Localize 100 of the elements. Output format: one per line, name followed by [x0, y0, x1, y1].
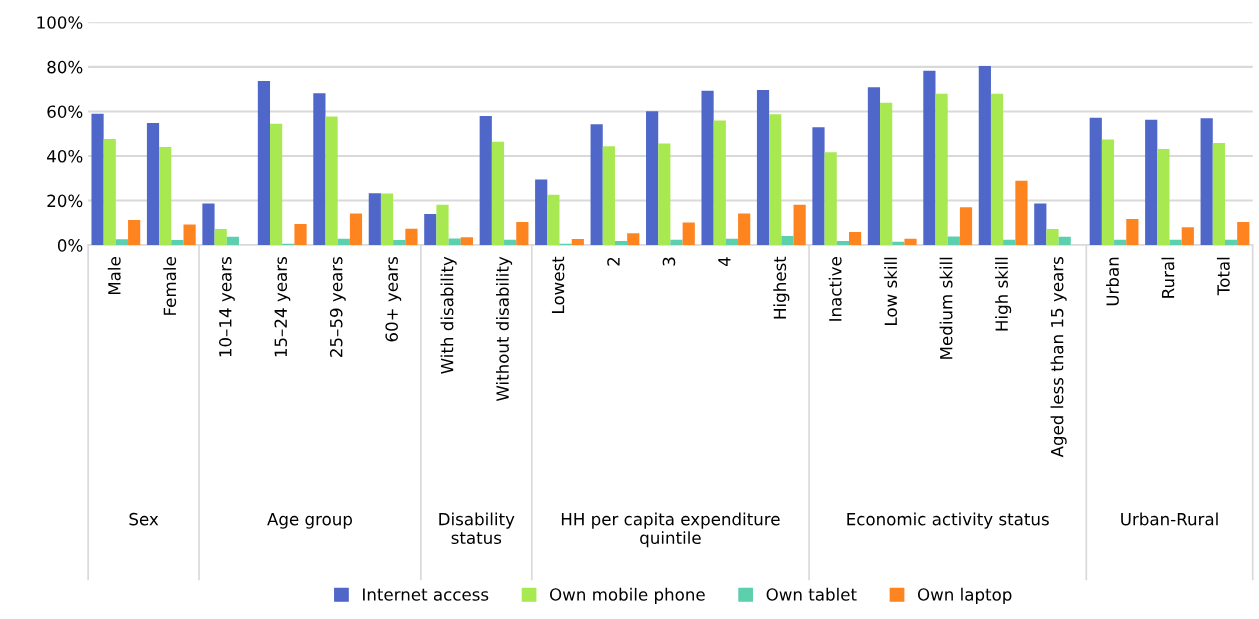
x-tick-label: Lowest: [551, 256, 565, 313]
legend-label: Internet access: [363, 588, 489, 601]
bar: [880, 102, 893, 246]
bar: [325, 116, 338, 246]
bar: [504, 239, 517, 246]
bar: [547, 194, 560, 246]
x-tick-label: Aged less than 15 years: [1050, 257, 1067, 458]
bar: [491, 141, 505, 246]
bar: [646, 111, 659, 246]
bar: [257, 81, 271, 246]
x-tick-label: Male: [107, 257, 121, 295]
bar: [990, 93, 1004, 246]
text: Economic activity status: [847, 512, 1049, 529]
bar: [682, 222, 695, 246]
x-tick-label: High skill: [995, 257, 1012, 331]
bar: [159, 147, 172, 246]
bar: [769, 114, 782, 246]
text: Disability status: [439, 512, 515, 545]
bar: [1114, 239, 1127, 246]
bar: [368, 193, 381, 246]
bar: [627, 233, 640, 246]
bar: [824, 152, 837, 246]
bar: [959, 207, 973, 246]
bar: [214, 229, 227, 246]
bar: [226, 236, 239, 246]
bar: [1046, 229, 1059, 246]
bar: [1101, 139, 1115, 246]
x-tick-label: Total: [1216, 257, 1230, 296]
bar: [1169, 239, 1182, 246]
bar: [313, 93, 326, 246]
bar: [1003, 239, 1016, 246]
bar: [270, 123, 283, 246]
bar: [978, 65, 991, 246]
x-tick-label: 60+ years: [385, 257, 402, 342]
bar: [1157, 149, 1170, 246]
x-tick-label: Rural: [1161, 257, 1175, 298]
bar: [1237, 221, 1250, 246]
bar: [1212, 143, 1225, 246]
x-tick-label: Without disability: [495, 256, 513, 402]
bar: [535, 179, 548, 246]
text: Age group: [267, 513, 353, 529]
bar: [294, 223, 307, 246]
y-tick-label: 20%: [47, 194, 83, 208]
x-tick-label: Female: [163, 257, 177, 315]
bar: [1015, 180, 1028, 246]
bar: [1058, 236, 1071, 246]
bar: [836, 241, 849, 246]
x-tick-label: 25–59 years: [329, 257, 346, 357]
bar: [479, 115, 492, 246]
bar: [658, 143, 671, 246]
bar: [337, 238, 350, 246]
y-tick-label: 100%: [37, 16, 83, 29]
bar: [904, 238, 917, 246]
bar: [725, 238, 739, 246]
x-tick-label: 10–14 years: [219, 257, 235, 357]
x-tick-label: Highest: [773, 256, 790, 319]
bar: [1145, 119, 1158, 246]
bar: [516, 221, 529, 246]
bar: [146, 123, 160, 246]
bar: [602, 146, 615, 246]
bar: [1034, 203, 1047, 246]
bar: [436, 204, 449, 246]
bar: [812, 127, 825, 246]
text: Urban-Rural: [1121, 512, 1218, 526]
bar: [349, 213, 363, 246]
bar: [614, 241, 628, 246]
bar: [793, 204, 806, 246]
bar: [756, 90, 770, 246]
text: HH per capita expenditure quintile: [561, 512, 780, 548]
x-tick-label: Inactive: [828, 257, 842, 321]
bar: [171, 240, 184, 246]
bar: [701, 90, 714, 246]
bar: [590, 124, 603, 246]
x-tick-label: Urban: [1106, 257, 1119, 306]
bar: [947, 236, 960, 246]
bar: [460, 237, 473, 246]
x-tick-label: 2: [607, 257, 620, 266]
bar: [405, 228, 418, 246]
legend-label: Own mobile phone: [550, 587, 705, 604]
bar: [738, 213, 751, 246]
bar: [424, 213, 437, 246]
bar: [1224, 239, 1238, 246]
bar: [923, 70, 936, 246]
bar: [202, 203, 215, 246]
bar: [393, 240, 406, 246]
x-tick-label: Medium skill: [939, 257, 953, 359]
x-tick-label: Low skill: [884, 257, 898, 325]
bar: [670, 239, 683, 246]
y-tick-label: 60%: [47, 105, 83, 118]
bar: [571, 239, 584, 246]
x-tick-label: With disability: [440, 256, 457, 374]
bar: [115, 239, 129, 246]
x-tick-label: 4: [718, 257, 731, 267]
text: Sex: [129, 512, 159, 526]
bar: [935, 93, 948, 246]
bar: [713, 120, 726, 246]
bar: [867, 87, 881, 246]
y-tick-label: 40%: [47, 149, 83, 163]
y-tick-label: 0%: [57, 239, 83, 252]
bar: [1126, 219, 1139, 246]
